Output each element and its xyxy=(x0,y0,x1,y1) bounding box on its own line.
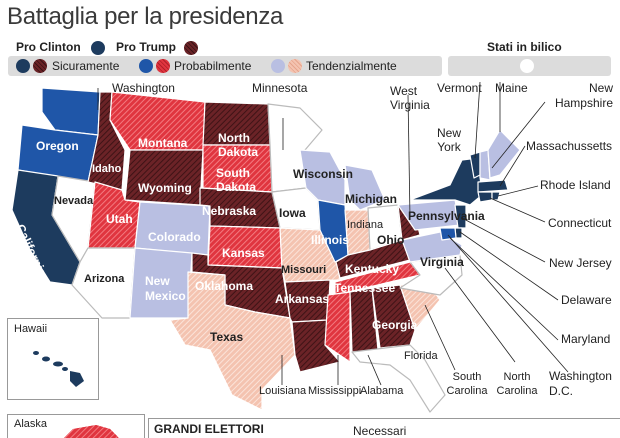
label-arizona: Arizona xyxy=(84,273,125,285)
label-ohio: Ohio xyxy=(377,233,405,247)
pro-clinton-label: Pro Clinton xyxy=(16,40,81,54)
label-north-dakota: North Dakota xyxy=(218,131,259,159)
connecticut-state xyxy=(477,191,493,203)
hawaii-islands xyxy=(33,351,84,387)
label-missouri: Missouri xyxy=(281,264,327,276)
label-utah: Utah xyxy=(106,212,133,226)
label-illinois: Illinois xyxy=(311,233,350,247)
legend-tendenzialmente: Tendenzialmente xyxy=(306,59,397,73)
stati-in-bilico-label: Stati in bilico xyxy=(487,40,562,54)
alaska-inset: Alaska xyxy=(7,414,145,438)
label-washington: Washington xyxy=(112,81,175,95)
grandi-elettori-heading: GRANDI ELETTORI xyxy=(154,422,264,436)
label-louisiana: Louisiana xyxy=(259,385,307,397)
label-south-carolina: South Carolina xyxy=(446,371,488,397)
georgia-state xyxy=(371,284,416,349)
label-indiana: Indiana xyxy=(347,219,384,231)
maine-state xyxy=(487,129,521,179)
label-georgia: Georgia xyxy=(372,318,418,332)
label-michigan: Michigan xyxy=(345,192,398,206)
michigan-state xyxy=(344,164,386,211)
mississippi-state xyxy=(324,291,351,363)
label-west-virginia: West Virginia xyxy=(390,84,430,112)
label-maryland: Maryland xyxy=(561,332,611,346)
label-new-jersey: New Jersey xyxy=(549,256,612,270)
massachussetts-state xyxy=(477,179,509,193)
clinton-sure-swatch-icon xyxy=(16,59,30,73)
label-oregon: Oregon xyxy=(36,139,79,153)
alaska-shape xyxy=(64,425,119,438)
clinton-swatch-icon xyxy=(91,41,105,55)
label-tennessee: Tennessee xyxy=(334,281,396,295)
electors-box: GRANDI ELETTORI Necessari xyxy=(148,418,620,438)
label-mississippi: Mississippi xyxy=(308,385,362,397)
label-wisconsin: Wisconsin xyxy=(293,167,353,181)
label-virginia: Virginia xyxy=(420,255,464,269)
label-new-mexico: New Mexico xyxy=(145,274,186,303)
legend-sicuramente: Sicuramente xyxy=(52,59,120,73)
tossup-swatch-icon xyxy=(520,59,534,73)
label-maine: Maine xyxy=(495,81,528,95)
us-map xyxy=(11,81,569,413)
new-hampshire-state xyxy=(479,149,491,181)
label-north-carolina: North Carolina xyxy=(496,371,538,397)
legend-probabilmente: Probabilmente xyxy=(174,59,252,73)
label-texas: Texas xyxy=(210,330,244,344)
label-kansas: Kansas xyxy=(222,246,265,260)
label-iowa: Iowa xyxy=(279,206,306,220)
washington-state xyxy=(41,87,101,136)
wyoming-state xyxy=(124,149,204,206)
label-rhode-island: Rhode Island xyxy=(540,178,611,192)
trump-likely-swatch-icon xyxy=(156,59,170,73)
legend-bar xyxy=(8,56,442,76)
trump-lean-swatch-icon xyxy=(288,59,302,73)
clinton-lean-swatch-icon xyxy=(271,59,285,73)
label-wyoming: Wyoming xyxy=(138,181,192,195)
colorado-state xyxy=(134,201,211,256)
trump-swatch-icon xyxy=(184,41,198,55)
florida-state xyxy=(351,344,446,413)
label-massachussetts: Massachussetts xyxy=(526,139,613,153)
rhode-island-state xyxy=(491,191,501,201)
label-connecticut: Connecticut xyxy=(548,216,612,230)
label-nevada: Nevada xyxy=(54,195,94,207)
label-idaho: Idaho xyxy=(92,163,122,175)
label-montana: Montana xyxy=(138,136,188,150)
page-title: Battaglia per la presidenza xyxy=(7,3,284,30)
texas-state xyxy=(169,271,296,411)
label-nebraska: Nebraska xyxy=(202,204,257,218)
hawaii-inset: Hawaii xyxy=(7,318,99,400)
label-vermont: Vermont xyxy=(437,81,482,95)
label-oklahoma: Oklahoma xyxy=(195,279,254,293)
label-kentucky: Kentucky xyxy=(345,262,400,276)
clinton-likely-swatch-icon xyxy=(139,59,153,73)
label-alaska: Alaska xyxy=(14,418,48,430)
label-washington-dc: Washington D.C. xyxy=(549,369,612,398)
label-colorado: Colorado xyxy=(148,230,201,244)
label-florida: Florida xyxy=(404,350,438,362)
trump-sure-swatch-icon xyxy=(33,59,47,73)
label-hawaii: Hawaii xyxy=(14,323,48,335)
label-delaware: Delaware xyxy=(561,293,612,307)
label-new-hampshire: New Hampshire xyxy=(554,81,613,110)
label-new-york: New York xyxy=(436,126,461,154)
necessari-label: Necessari xyxy=(353,424,407,438)
label-south-dakota: South Dakota xyxy=(216,166,257,194)
label-alabama: Alabama xyxy=(360,385,404,397)
label-minnesota: Minnesota xyxy=(252,81,308,95)
pro-trump-label: Pro Trump xyxy=(116,40,177,54)
label-arkansas: Arkansas xyxy=(275,292,330,306)
label-pennsylvania: Pennsylvania xyxy=(408,209,485,223)
maryland-state xyxy=(439,227,457,241)
new-jersey-state xyxy=(454,204,467,229)
